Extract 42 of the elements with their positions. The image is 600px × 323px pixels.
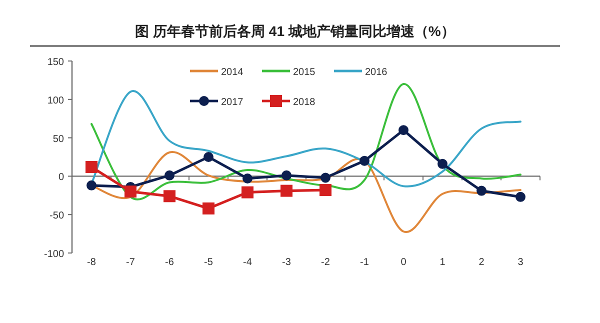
point bbox=[86, 160, 98, 173]
x-tick-label: -5 bbox=[204, 257, 214, 268]
legend-label: 2017 bbox=[221, 97, 244, 108]
x-tick-label: -6 bbox=[165, 257, 174, 268]
title: 图 历年春节前后各周 41 城地产销量同比增速（%） bbox=[135, 23, 455, 39]
x-tick-label: -4 bbox=[243, 257, 252, 268]
legend-label: 2014 bbox=[221, 67, 244, 78]
point bbox=[360, 156, 370, 166]
point bbox=[164, 170, 174, 180]
y-tick-label: -100 bbox=[44, 249, 64, 260]
point bbox=[124, 186, 136, 198]
point bbox=[202, 202, 214, 214]
point bbox=[204, 152, 214, 162]
point bbox=[242, 174, 252, 184]
point bbox=[320, 172, 330, 183]
x-tick-label: 3 bbox=[518, 257, 524, 268]
y-tick-label: 50 bbox=[52, 134, 64, 145]
point bbox=[476, 186, 486, 196]
x-tick-label: 2 bbox=[478, 257, 485, 268]
point bbox=[516, 192, 526, 202]
legend-label: 2018 bbox=[293, 97, 316, 108]
x-tick-label: -7 bbox=[126, 257, 136, 268]
point bbox=[242, 186, 254, 198]
legend-label: 2015 bbox=[293, 67, 316, 78]
point bbox=[398, 125, 408, 136]
point bbox=[438, 158, 448, 169]
x-tick-label: -1 bbox=[360, 257, 370, 268]
point bbox=[280, 184, 292, 197]
x-tick-label: -8 bbox=[87, 257, 96, 268]
y-tick-label: -50 bbox=[50, 210, 64, 222]
x-tick-label: -2 bbox=[321, 257, 330, 268]
y-tick-label: 150 bbox=[47, 57, 64, 68]
point bbox=[320, 184, 332, 196]
x-tick-label: 0 bbox=[400, 257, 407, 268]
point bbox=[86, 180, 96, 190]
point bbox=[282, 170, 292, 180]
x-tick-label: 1 bbox=[440, 257, 446, 268]
y-tick-label: 0 bbox=[58, 172, 64, 184]
point bbox=[164, 190, 176, 202]
legend-label: 2016 bbox=[365, 67, 388, 78]
y-tick-label: 100 bbox=[47, 95, 64, 106]
x-tick-label: -3 bbox=[282, 257, 292, 268]
